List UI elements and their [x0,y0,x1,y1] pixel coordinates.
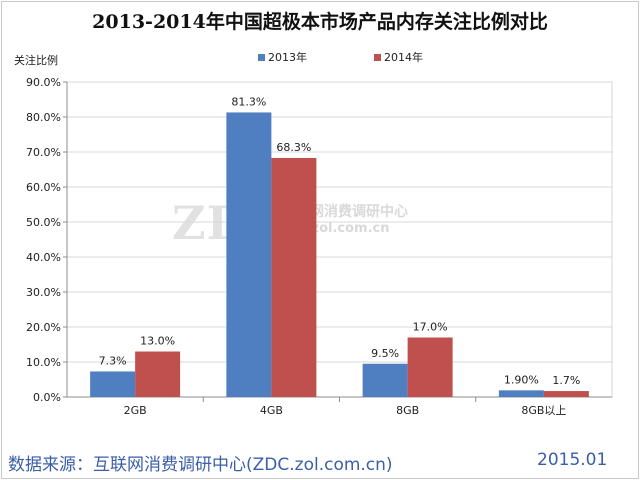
legend-label: 2013年 [268,50,307,64]
y-axis-label: 关注比例 [14,54,58,67]
bar [135,351,181,397]
y-tick-label: 80.0% [26,111,61,124]
x-tick-label: 8GB [396,404,419,417]
bar [407,337,453,397]
y-tick-label: 90.0% [26,76,61,89]
y-tick-label: 20.0% [26,321,61,334]
x-tick-label: 2GB [124,404,147,417]
legend-swatch [374,54,381,61]
data-label: 1.90% [504,373,539,386]
bar [90,371,136,397]
y-tick-label: 0.0% [33,391,61,404]
bar [498,390,544,397]
plot-area [66,81,613,398]
data-label: 68.3% [276,141,311,154]
chart-title: 2013-2014年中国超极本市场产品内存关注比例对比 [92,11,548,33]
y-tick-label: 50.0% [26,216,61,229]
bar [271,157,317,397]
data-label: 17.0% [413,321,448,334]
data-label: 13.0% [140,335,175,348]
x-tick-label: 8GB以上 [521,404,566,417]
legend-swatch [258,54,265,61]
y-tick-label: 70.0% [26,146,61,159]
data-label: 1.7% [552,374,580,387]
y-tick-label: 40.0% [26,251,61,264]
x-tick-label: 4GB [260,404,283,417]
data-label: 9.5% [371,347,399,360]
bar [362,363,408,397]
bar [226,112,272,397]
y-tick-label: 60.0% [26,181,61,194]
y-tick-label: 30.0% [26,286,61,299]
data-source-note: 数据来源：互联网消费调研中心(ZDC.zol.com.cn) [8,455,393,475]
bar [543,391,589,397]
publish-date: 2015.01 [537,450,608,470]
data-label: 81.3% [231,95,266,108]
legend-label: 2014年 [384,50,423,64]
y-tick-label: 10.0% [26,356,61,369]
data-label: 7.3% [99,354,127,367]
